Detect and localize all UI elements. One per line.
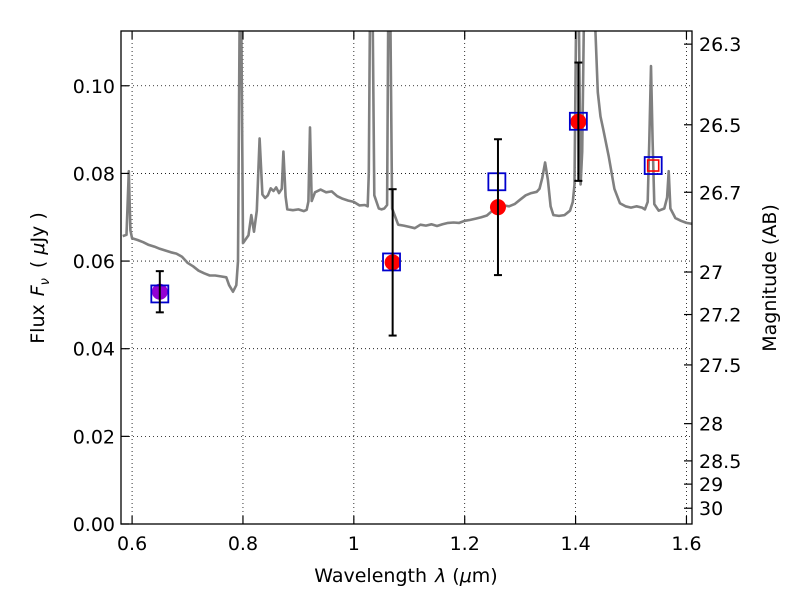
y2-tick-label: 27 bbox=[699, 262, 723, 284]
model-flux-square bbox=[487, 172, 507, 192]
y2-tick-label: 29 bbox=[699, 474, 723, 496]
x-tick-label: 0.6 bbox=[117, 533, 147, 555]
y2-tick-label: 26.7 bbox=[699, 182, 741, 204]
y-axis-label: FluxFν(μJy ) bbox=[27, 212, 53, 344]
x-tick-label: 1.6 bbox=[671, 533, 701, 555]
y2-tick-label: 28 bbox=[699, 414, 723, 436]
x-axis-label: Wavelength λ (μm) bbox=[314, 565, 497, 587]
data-markers bbox=[150, 111, 663, 304]
y-tick-label: 0.08 bbox=[73, 163, 115, 185]
grid-lines bbox=[121, 31, 692, 525]
x-tick-label: 1 bbox=[348, 533, 360, 555]
y2-tick-label: 27.2 bbox=[699, 305, 741, 327]
x-tick-label: 1.2 bbox=[450, 533, 480, 555]
x-tick-label: 0.8 bbox=[228, 533, 258, 555]
ticks: 0.6 0.8 1 1.2 1.4 1.6 0.00 0.02 0.04 0.06 0.08 0.10… bbox=[73, 31, 741, 555]
plot-frame bbox=[120, 30, 693, 525]
y-tick-label: 0.10 bbox=[73, 76, 115, 98]
y-tick-label: 0.02 bbox=[73, 426, 115, 448]
y2-tick-label: 27.5 bbox=[699, 355, 741, 377]
y-tick-label: 0.00 bbox=[73, 514, 115, 536]
y2-tick-label: 26.5 bbox=[699, 115, 741, 137]
model-spectrum-line bbox=[122, 31, 692, 293]
model-flux-square bbox=[382, 252, 401, 272]
model-flux-square bbox=[643, 156, 663, 175]
y2-tick-label: 26.3 bbox=[699, 34, 741, 56]
x-tick-label: 1.4 bbox=[560, 533, 590, 555]
model-flux-square-inner bbox=[646, 159, 660, 172]
y2-tick-label: 28.5 bbox=[699, 451, 741, 473]
y-tick-label: 0.04 bbox=[73, 339, 115, 361]
error-bars bbox=[155, 61, 583, 337]
y-tick-label: 0.06 bbox=[73, 251, 115, 273]
axes bbox=[120, 30, 693, 525]
y2-tick-label: 30 bbox=[699, 498, 723, 520]
y2-axis-label: Magnitude (AB) bbox=[759, 204, 781, 352]
plot-area bbox=[122, 31, 692, 293]
